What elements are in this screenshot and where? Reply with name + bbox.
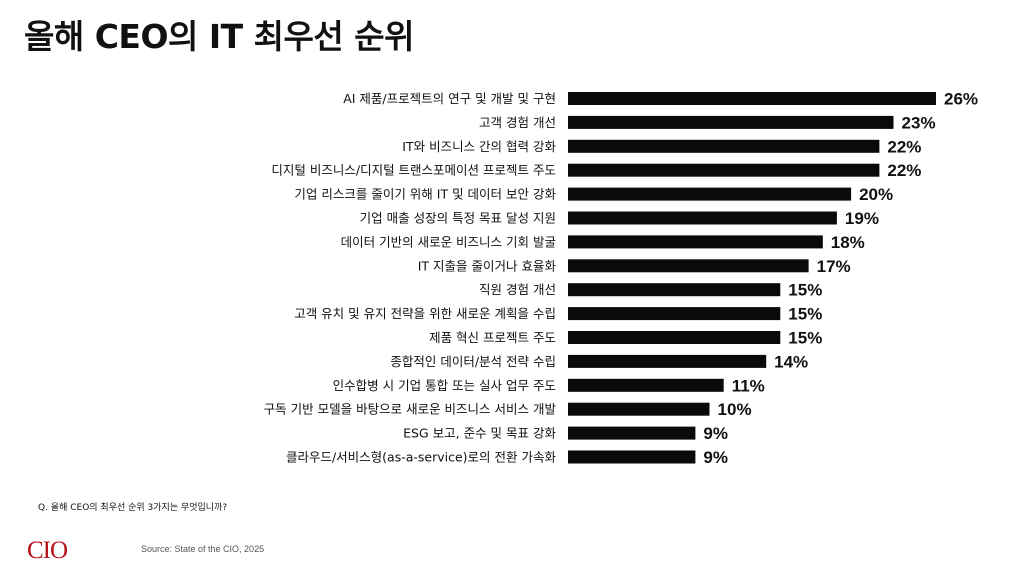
bar bbox=[568, 378, 724, 392]
category-label: 직원 경험 개선 bbox=[479, 282, 556, 297]
page-title: 올해 CEO의 IT 최우선 순위 bbox=[24, 17, 414, 56]
value-label: 15% bbox=[788, 305, 822, 324]
category-label: IT와 비즈니스 간의 협력 강화 bbox=[402, 139, 556, 154]
bar bbox=[568, 163, 880, 177]
category-label: 구독 기반 모델을 바탕으로 새로운 비즈니스 서비스 개발 bbox=[264, 402, 557, 417]
bar bbox=[568, 450, 696, 464]
bar bbox=[568, 235, 823, 249]
value-label: 22% bbox=[887, 137, 921, 156]
bar bbox=[568, 307, 781, 321]
category-label: 디지털 비즈니스/디지털 트랜스포메이션 프로젝트 주도 bbox=[271, 163, 556, 178]
survey-question: Q. 올해 CEO의 최우선 순위 3가지는 무엇입니까? bbox=[38, 503, 228, 513]
category-label: ESG 보고, 준수 및 목표 강화 bbox=[403, 426, 556, 441]
value-labels-group: 26% 23% 22% 22% 20% 19% 18% 17% 15% 15% 15% 14% 11% 1… bbox=[703, 90, 978, 468]
bar bbox=[568, 211, 837, 225]
value-label: 20% bbox=[859, 185, 893, 204]
value-label: 23% bbox=[902, 113, 936, 132]
category-label: 제품 혁신 프로젝트 주도 bbox=[429, 330, 556, 345]
category-label: 고객 경험 개선 bbox=[479, 115, 556, 130]
bars-group bbox=[568, 92, 936, 464]
source-note: Source: State of the CIO, 2025 bbox=[141, 544, 265, 554]
category-label: 데이터 기반의 새로운 비즈니스 기회 발굴 bbox=[341, 234, 556, 249]
bar bbox=[568, 115, 894, 129]
category-label: 종합적인 데이터/분석 전략 수립 bbox=[390, 354, 556, 369]
bar bbox=[568, 331, 781, 344]
value-label: 14% bbox=[774, 352, 808, 371]
bar bbox=[568, 402, 710, 416]
value-label: 10% bbox=[718, 400, 752, 419]
bar bbox=[568, 283, 781, 297]
bar bbox=[568, 139, 880, 153]
bar bbox=[568, 426, 696, 440]
value-label: 11% bbox=[732, 376, 765, 395]
value-label: 18% bbox=[831, 233, 865, 252]
category-label: 클라우드/서비스형(as-a-service)로의 전환 가속화 bbox=[286, 450, 557, 465]
value-label: 15% bbox=[788, 281, 822, 300]
category-label: 인수합병 시 기업 통합 또는 실사 업무 주도 bbox=[333, 378, 556, 393]
category-label: 고객 유치 및 유지 전략을 위한 새로운 계획을 수립 bbox=[294, 306, 556, 321]
bar bbox=[568, 92, 936, 105]
value-label: 9% bbox=[703, 424, 728, 443]
bar bbox=[568, 187, 852, 201]
value-label: 9% bbox=[703, 448, 728, 467]
value-label: 26% bbox=[944, 90, 978, 109]
cio-logo: CIO bbox=[27, 537, 68, 564]
bar bbox=[568, 354, 767, 368]
category-label: IT 지출을 줄이거나 효율화 bbox=[418, 258, 557, 273]
value-label: 15% bbox=[788, 329, 822, 348]
value-label: 22% bbox=[887, 161, 921, 180]
category-label: 기업 리스크를 줄이기 위해 IT 및 데이터 보안 강화 bbox=[294, 187, 556, 202]
category-label: 기업 매출 성장의 특정 목표 달성 지원 bbox=[360, 211, 556, 226]
category-label: AI 제품/프로젝트의 연구 및 개발 및 구현 bbox=[343, 91, 556, 106]
value-label: 17% bbox=[817, 257, 851, 276]
value-label: 19% bbox=[845, 209, 879, 228]
bar bbox=[568, 259, 809, 273]
